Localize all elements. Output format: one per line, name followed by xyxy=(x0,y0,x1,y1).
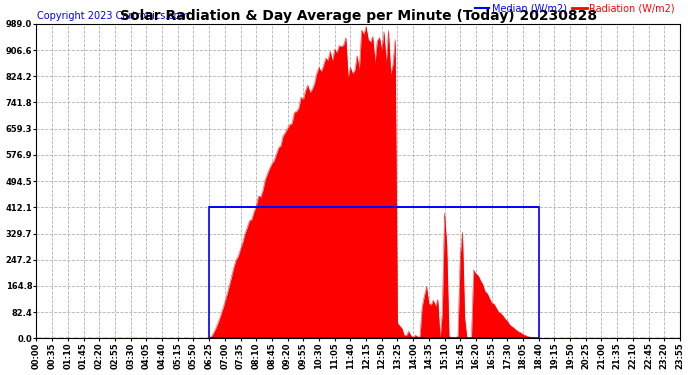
Text: Copyright 2023 Cartronics.com: Copyright 2023 Cartronics.com xyxy=(37,10,189,21)
Title: Solar Radiation & Day Average per Minute (Today) 20230828: Solar Radiation & Day Average per Minute… xyxy=(119,9,597,22)
Bar xyxy=(209,207,539,338)
Legend: Median (W/m2), Radiation (W/m2): Median (W/m2), Radiation (W/m2) xyxy=(475,3,675,13)
